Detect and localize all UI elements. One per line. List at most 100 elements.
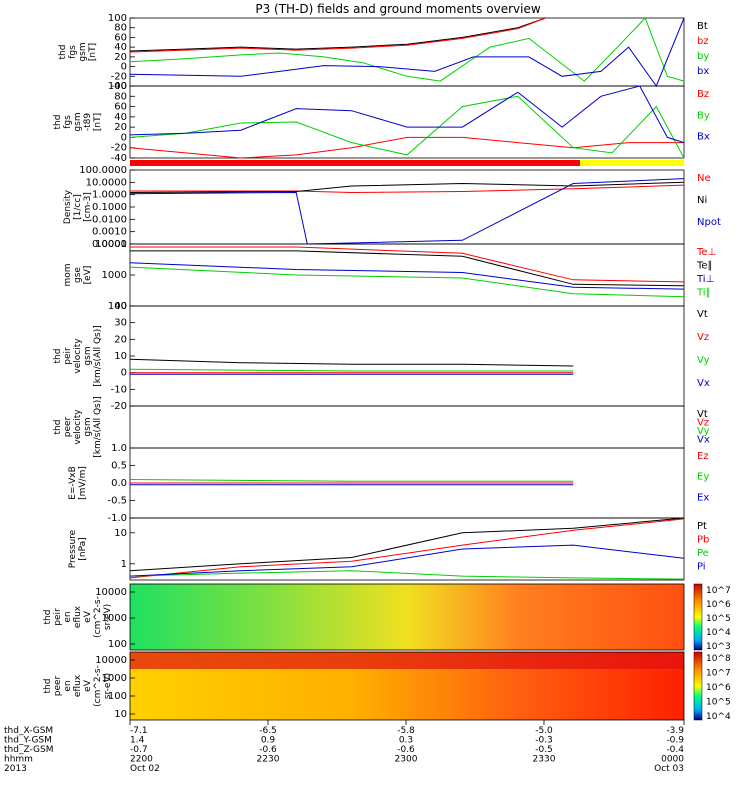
axis-row-value: -6.5	[259, 726, 277, 736]
legend-By: By	[697, 110, 710, 121]
legend-Ex: Ex	[697, 492, 709, 503]
axis-row-value: -0.6	[397, 745, 415, 755]
spectrogram-band	[130, 652, 684, 669]
legend-Ey: Ey	[697, 472, 709, 483]
colorbar-peer-eflux	[693, 651, 703, 721]
axis-row-value: 2300	[395, 755, 418, 765]
axis-row-value: Oct 03	[654, 764, 684, 774]
panel-pressure: 10 1 Pressure[nPa] Pt Pb Pe Pi	[68, 517, 709, 581]
axis-row-label: hhmm	[4, 755, 33, 765]
y-axis-label: Pressure[nPa]	[68, 529, 88, 568]
axis-row-value: -0.7	[130, 745, 148, 755]
axis-row-value: 0000	[661, 755, 684, 765]
series-line-Bx	[129, 85, 685, 144]
y-tick-label: 1.0000	[92, 190, 127, 201]
legend-Vz: Vz	[697, 418, 709, 429]
legend-Ti⊥: Ti⊥	[696, 274, 714, 285]
axis-row-value: 2200	[130, 755, 153, 765]
y-tick-label: 100	[108, 639, 127, 650]
y-tick-label: 10000	[95, 587, 127, 598]
legend-Ni: Ni	[697, 195, 707, 206]
y-axis-label: thdfgsgsm-t89[nT]	[53, 112, 103, 131]
y-tick-label: 40	[114, 112, 127, 123]
axis-row-value: -5.8	[397, 726, 415, 736]
axis-row-value: -0.5	[535, 745, 553, 755]
panel-peer-eflux: 10^8 10^7 10^6 10^5 10^4 10000 1000 100 10thdpee…	[43, 651, 731, 722]
panel-peir-vel: 403020100-10-20thdpeirvelocitygsm[km/s(A…	[53, 301, 710, 412]
legend-Bx: Bx	[697, 132, 710, 143]
y-axis-label: thdpeervelocitygsm[km/s(All Qs)]	[53, 396, 103, 458]
series-line-Ni	[129, 181, 685, 193]
panel-efield: 1.0 0.5 0.0 -0.5 -1.0 E=-VxB[mV/m] Ez Ey Ex	[68, 443, 709, 524]
y-axis-label: E=-VxB[mV/m]	[68, 466, 88, 500]
y-tick-label: -20	[111, 401, 127, 412]
y-tick-label: -40	[111, 81, 127, 92]
series-line-Vy	[129, 368, 574, 372]
legend-Pe: Pe	[697, 548, 709, 559]
axis-row-label: 2013	[4, 764, 27, 774]
series-line-Npot	[129, 178, 685, 245]
panel-fgs-gse: 100806040200-20-40thdfgsgsm-t89[nT]BzByB…	[53, 81, 710, 164]
series-line-by	[129, 17, 685, 82]
legend-bz: bz	[697, 36, 709, 47]
y-tick-label: 0	[121, 62, 127, 73]
series-line-Pt	[129, 517, 685, 572]
legend-Vx: Vx	[697, 378, 710, 389]
y-tick-label: 60	[114, 102, 127, 113]
panel-frame	[129, 651, 685, 721]
legend-Te∥: Te∥	[696, 261, 713, 272]
axis-row-value: 2330	[533, 755, 556, 765]
panel-frame	[129, 405, 685, 449]
y-tick-label: -20	[111, 143, 127, 154]
series-line-Ti⊥	[129, 262, 685, 290]
colorbar-tick: 10^7	[706, 669, 731, 679]
status-bar-yellow	[580, 160, 684, 166]
y-tick-label: 1000	[102, 613, 127, 624]
y-tick-label: -0.5	[107, 496, 127, 507]
colorbar-tick: 10^8	[706, 654, 731, 664]
panel-frame	[129, 305, 685, 407]
y-tick-label: 10000	[95, 239, 127, 250]
panel-frame	[129, 85, 685, 159]
y-tick-label: 30	[114, 318, 127, 329]
axis-row-value: -5.0	[535, 726, 553, 736]
spectrogram-peir-eflux	[130, 584, 684, 650]
y-tick-label: 20	[114, 122, 127, 133]
y-tick-label: 0	[121, 132, 127, 143]
figure-title: P3 (TH-D) fields and ground moments over…	[255, 2, 540, 16]
legend-Vt: Vt	[697, 309, 708, 320]
y-tick-label: 0.0010	[92, 227, 127, 238]
panel-frame	[129, 517, 685, 581]
series-line-Ti∥	[129, 266, 685, 298]
colorbar-tick: 10^5	[706, 698, 731, 708]
y-tick-label: 10.0000	[86, 177, 127, 188]
axis-row-value: Oct 02	[130, 764, 160, 774]
y-tick-label: 0.0	[111, 478, 127, 489]
colorbar-tick: 10^3	[706, 642, 731, 652]
y-tick-label: 1000	[102, 673, 127, 684]
panel-frame	[129, 243, 685, 307]
series-line-Te⊥	[130, 246, 685, 283]
legend-Ez: Ez	[697, 451, 709, 462]
y-axis-label: momgse[eV]	[63, 263, 93, 286]
axis-row-value: 1.4	[130, 736, 145, 746]
y-tick-label: 10	[114, 528, 127, 539]
colorbar-tick: 10^6	[706, 683, 731, 693]
axis-row-label: thd_Z-GSM	[4, 745, 53, 755]
colorbar-tick: 10^4	[706, 712, 731, 722]
series-line-Bt	[129, 17, 546, 52]
series-line-bz	[129, 17, 546, 53]
legend-Bz: Bz	[697, 89, 709, 100]
legend-Pi: Pi	[697, 562, 706, 573]
y-tick-label: 80	[114, 91, 127, 102]
legend-Ne: Ne	[697, 173, 711, 184]
series-line-Pe	[129, 570, 685, 580]
panel-frame	[129, 169, 685, 245]
y-tick-label: 40	[114, 301, 127, 312]
colorbar-tick: 10^4	[706, 628, 731, 638]
legend-Vy: Vy	[697, 426, 710, 437]
legend-Npot: Npot	[697, 217, 721, 228]
